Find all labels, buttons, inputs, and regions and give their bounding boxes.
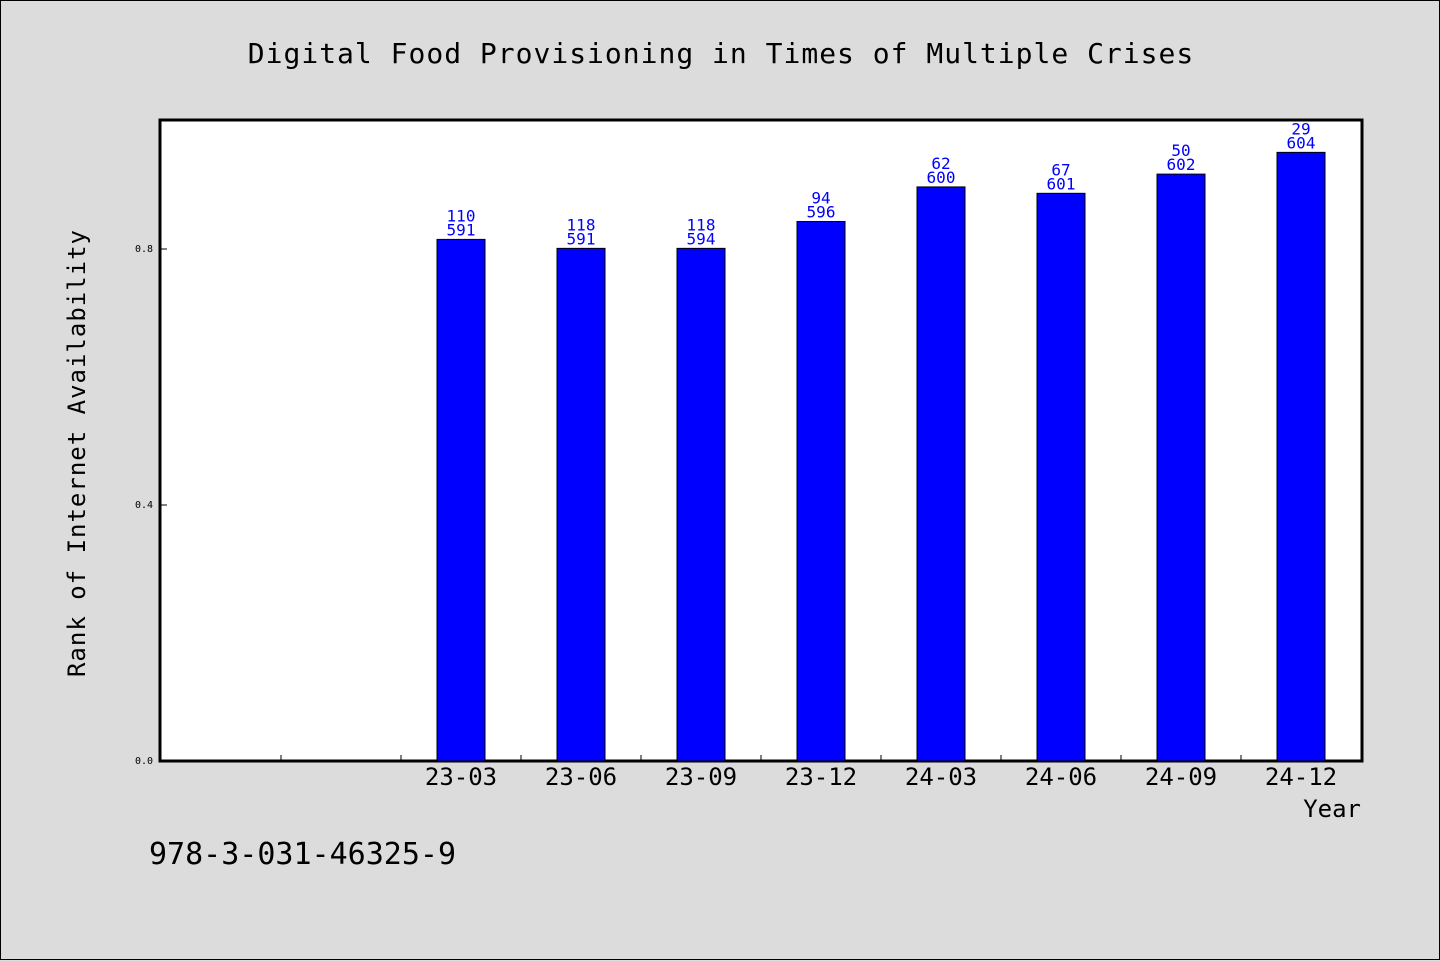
x-tick-label: 24-12: [1265, 763, 1337, 791]
x-axis-title: Year: [1303, 795, 1361, 823]
data-label-bottom: 594: [687, 229, 716, 248]
x-tick-label: 23-03: [425, 763, 497, 791]
data-label-top: 62: [931, 154, 950, 173]
bar-23-06: [556, 247, 606, 762]
data-label-top: 67: [1051, 160, 1070, 179]
x-tick-label: 23-12: [785, 763, 857, 791]
data-label-bottom: 591: [567, 229, 596, 248]
data-label-top: 94: [811, 188, 830, 207]
bar-series: [436, 151, 1326, 762]
data-label-top: 118: [567, 215, 596, 234]
x-tick-label: 23-09: [665, 763, 737, 791]
data-label-bottom: 602: [1167, 155, 1196, 174]
data-label-bottom: 596: [807, 202, 836, 221]
x-tick-label: 24-09: [1145, 763, 1217, 791]
chart-title: Digital Food Provisioning in Times of Mu…: [248, 37, 1194, 70]
bar-23-03: [436, 238, 486, 762]
y-tick-label: 0.4: [135, 500, 153, 511]
y-axis-title: Rank of Internet Availability: [63, 229, 91, 677]
x-axis: 23-03 23-06 23-09 23-12 24-03 24-06 24-09 24-12: [280, 755, 1337, 791]
bar-24-12: [1276, 151, 1326, 762]
bar-24-06: [1036, 192, 1086, 762]
bar-23-12: [796, 220, 846, 762]
data-label-top: 29: [1291, 119, 1310, 138]
x-tick-label: 23-06: [545, 763, 617, 791]
y-axis: 0.0 0.4 0.8: [135, 244, 167, 767]
bar-24-03: [916, 186, 966, 762]
data-label-bottom: 591: [447, 220, 476, 239]
bar-24-09: [1156, 173, 1206, 762]
data-label-bottom: 600: [927, 168, 956, 187]
y-tick-label: 0.0: [135, 756, 153, 767]
data-label-top: 118: [687, 215, 716, 234]
x-tick-label: 24-06: [1025, 763, 1097, 791]
data-label-top: 110: [447, 206, 476, 225]
data-label-bottom: 601: [1047, 174, 1076, 193]
y-tick-label: 0.8: [135, 244, 153, 255]
bar-23-09: [676, 247, 726, 762]
data-label-top: 50: [1171, 141, 1190, 160]
data-label-bottom: 604: [1287, 133, 1316, 152]
isbn-footer: 978-3-031-46325-9: [149, 837, 456, 872]
x-tick-label: 24-03: [905, 763, 977, 791]
